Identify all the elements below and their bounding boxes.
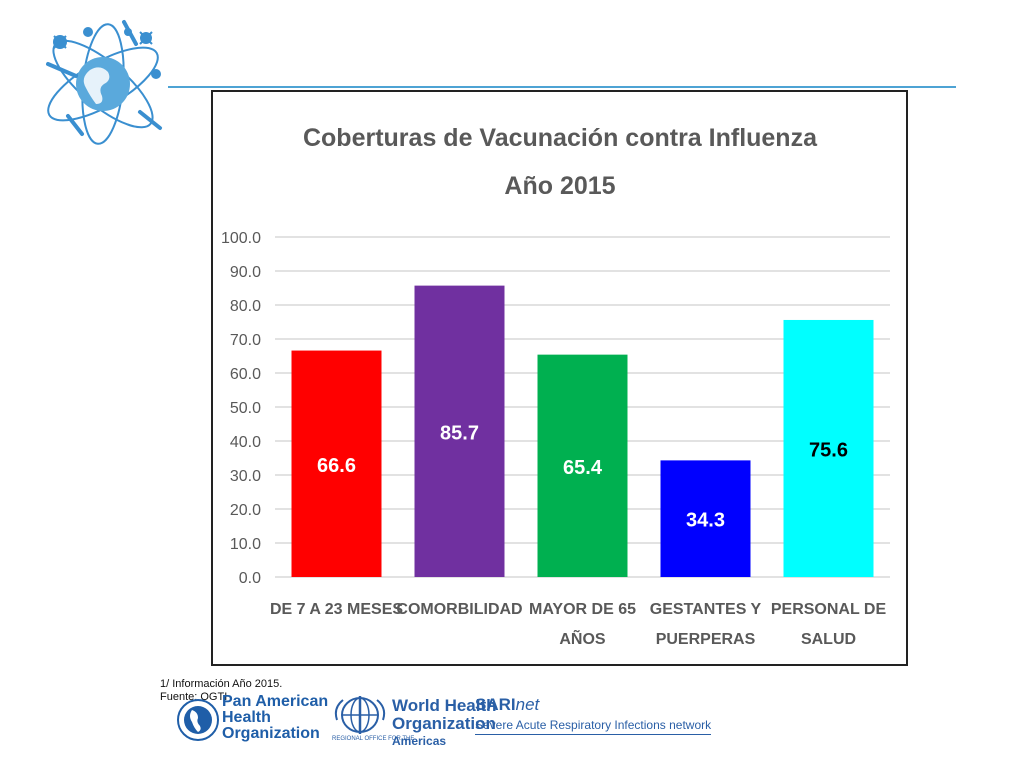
header-divider-line xyxy=(168,86,956,88)
bar xyxy=(291,350,382,577)
x-category-label: SALUD xyxy=(801,631,856,648)
chart-title: Coberturas de Vacunación contra Influenz… xyxy=(303,124,818,152)
who-americas-text: Americas xyxy=(392,734,447,748)
y-tick-label: 60.0 xyxy=(230,366,261,383)
x-category-label: DE 7 A 23 MESES xyxy=(270,601,403,618)
y-tick-label: 90.0 xyxy=(230,264,261,281)
footnote-info: 1/ Información Año 2015. xyxy=(160,678,283,690)
who-emblem-icon xyxy=(334,696,386,734)
bar xyxy=(660,460,751,577)
x-category-label: AÑOS xyxy=(559,628,606,648)
bars xyxy=(291,285,874,577)
x-category-label: PERSONAL DE xyxy=(771,601,887,618)
bar xyxy=(537,354,628,577)
chart-frame: Coberturas de Vacunación contra Influenz… xyxy=(211,90,908,666)
data-label: 75.6 xyxy=(809,439,848,461)
paho-logo-text: Pan American Health Organization xyxy=(222,693,329,742)
y-tick-label: 40.0 xyxy=(230,434,261,451)
x-category-label: GESTANTES Y xyxy=(650,601,762,618)
data-label: 66.6 xyxy=(317,455,356,477)
who-regional-text: REGIONAL OFFICE FOR THE xyxy=(332,736,415,742)
data-label: 65.4 xyxy=(563,457,603,479)
data-labels: 66.6 85.7 65.4 34.3 75.6 xyxy=(317,422,848,531)
y-tick-label: 50.0 xyxy=(230,400,261,417)
y-axis-ticks: 0.0 10.0 20.0 30.0 40.0 50.0 60.0 70.0 80.0 90.0 1… xyxy=(221,230,261,587)
y-tick-label: 100.0 xyxy=(221,230,261,247)
x-category-label: PUERPERAS xyxy=(656,631,756,648)
y-tick-label: 30.0 xyxy=(230,468,261,485)
x-category-label: COMORBILIDAD xyxy=(396,601,522,618)
who-logo-text: World Health Organization xyxy=(392,696,497,733)
y-tick-label: 0.0 xyxy=(239,570,261,587)
footnote-source: Fuente: OGTI xyxy=(160,691,228,703)
sarinet-logo-text: SARInet xyxy=(475,695,540,714)
chart-subtitle: Año 2015 xyxy=(504,172,615,200)
data-label: 85.7 xyxy=(440,422,479,444)
data-label: 34.3 xyxy=(686,510,725,532)
vaccination-globe-logo xyxy=(46,20,162,145)
bar-chart: Coberturas de Vacunación contra Influenz… xyxy=(221,124,890,648)
sarinet-underline xyxy=(475,734,711,735)
bar xyxy=(783,319,874,577)
sarinet-subtitle: Severe Acute Respiratory Infections netw… xyxy=(475,718,712,732)
y-tick-label: 10.0 xyxy=(230,536,261,553)
y-tick-label: 70.0 xyxy=(230,332,261,349)
y-tick-label: 80.0 xyxy=(230,298,261,315)
paho-emblem-icon xyxy=(177,699,219,741)
partner-logos: Pan American Health Organization World H… xyxy=(170,692,730,762)
x-category-label: MAYOR DE 65 xyxy=(529,601,636,618)
bar xyxy=(414,285,505,577)
y-tick-label: 20.0 xyxy=(230,502,261,519)
